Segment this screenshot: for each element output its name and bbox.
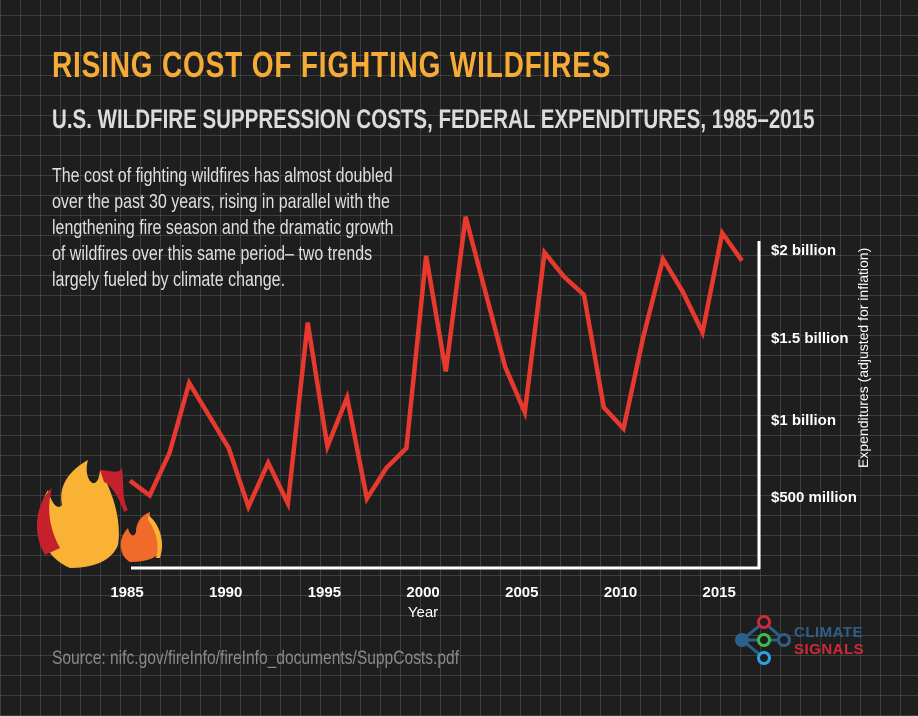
x-tick-label: 2000: [406, 584, 439, 601]
x-tick-label: 1995: [308, 584, 341, 601]
logo-text-climate: CLIMATE: [794, 624, 864, 641]
y-tick-label: $1 billion: [771, 412, 836, 429]
x-tick-label: 2015: [703, 584, 736, 601]
page-title: RISING COST OF FIGHTING WILDFIRES: [52, 44, 612, 85]
logo-text-signals: SIGNALS: [794, 641, 865, 658]
y-tick-label: $500 million: [771, 489, 857, 506]
series-line-costs: [128, 216, 744, 513]
climate-signals-logo: CLIMATE SIGNALS: [732, 614, 864, 671]
y-tick-label: $1.5 billion: [771, 330, 849, 347]
x-tick-label: 1990: [209, 584, 242, 601]
description-text: The cost of fighting wildfires has almos…: [52, 165, 394, 291]
network-nodes-icon: [735, 615, 791, 665]
page-subtitle: U.S. WILDFIRE SUPPRESSION COSTS, FEDERAL…: [52, 104, 815, 134]
source-citation: Source: nifc.gov/fireInfo/fireInfo_docum…: [52, 648, 460, 669]
x-axis-label: Year: [408, 604, 438, 621]
fire-icon: [36, 460, 163, 568]
x-tick-label: 1985: [110, 584, 143, 601]
x-tick-label: 2010: [604, 584, 637, 601]
y-tick-label: $2 billion: [771, 242, 836, 259]
x-tick-label: 2005: [505, 584, 538, 601]
y-axis-label: Expenditures (adjusted for inflation): [855, 248, 871, 468]
